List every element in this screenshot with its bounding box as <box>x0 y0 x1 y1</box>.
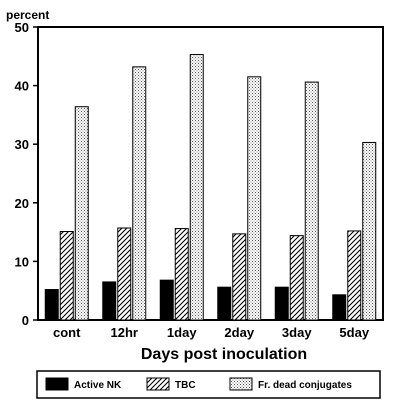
legend: Active NK TBC Fr. dead conjugates <box>36 370 381 399</box>
bar-stipple <box>132 66 147 321</box>
bar-diagonal-hatch <box>59 231 74 321</box>
y-axis-label: percent <box>6 8 49 22</box>
bar-solid-black <box>159 279 174 321</box>
bar-diagonal-hatch <box>289 235 304 321</box>
y-tick-label: 50 <box>15 20 29 35</box>
x-tick-label: 1day <box>167 325 197 340</box>
bar-diagonal-hatch <box>117 227 132 321</box>
bar-solid-black <box>44 289 59 321</box>
bar-diagonal-hatch <box>174 228 189 321</box>
x-ticks: cont 12hr 1day 2day 3day 5day <box>53 325 370 340</box>
y-ticks: 0 10 20 30 40 50 <box>15 20 38 328</box>
y-tick-label: 10 <box>15 254 29 269</box>
bar-stipple <box>74 106 89 321</box>
plot-frame <box>37 26 384 321</box>
bar-solid-black <box>102 281 117 321</box>
legend-swatch <box>229 377 253 391</box>
legend-label: Fr. dead conjugates <box>258 380 352 391</box>
y-tick-label: 0 <box>22 313 29 328</box>
bar-stipple <box>189 54 204 321</box>
legend-swatch <box>45 377 69 391</box>
legend-label: TBC <box>175 380 196 391</box>
legend-label: Active NK <box>74 380 122 391</box>
legend-swatch <box>146 377 170 391</box>
bar-solid-black <box>274 286 289 321</box>
y-tick-label: 30 <box>15 137 29 152</box>
bar-diagonal-hatch <box>232 233 247 321</box>
x-tick-label: cont <box>53 325 81 340</box>
bar-diagonal-hatch <box>347 230 362 321</box>
x-tick-label: 12hr <box>111 325 138 340</box>
bar-solid-black <box>332 294 347 321</box>
y-tick-label: 40 <box>15 79 29 94</box>
bar-solid-black <box>217 286 232 321</box>
x-tick-label: 2day <box>224 325 254 340</box>
x-axis-label: Days post inoculation <box>141 346 307 363</box>
bars <box>44 54 377 321</box>
legend-frame <box>36 370 381 399</box>
x-tick-label: 5day <box>339 325 369 340</box>
axes <box>37 26 384 321</box>
x-tick-label: 3day <box>282 325 312 340</box>
bar-stipple <box>362 141 377 321</box>
y-tick-label: 20 <box>15 196 29 211</box>
bar-stipple <box>304 81 319 321</box>
bar-stipple <box>247 76 262 321</box>
